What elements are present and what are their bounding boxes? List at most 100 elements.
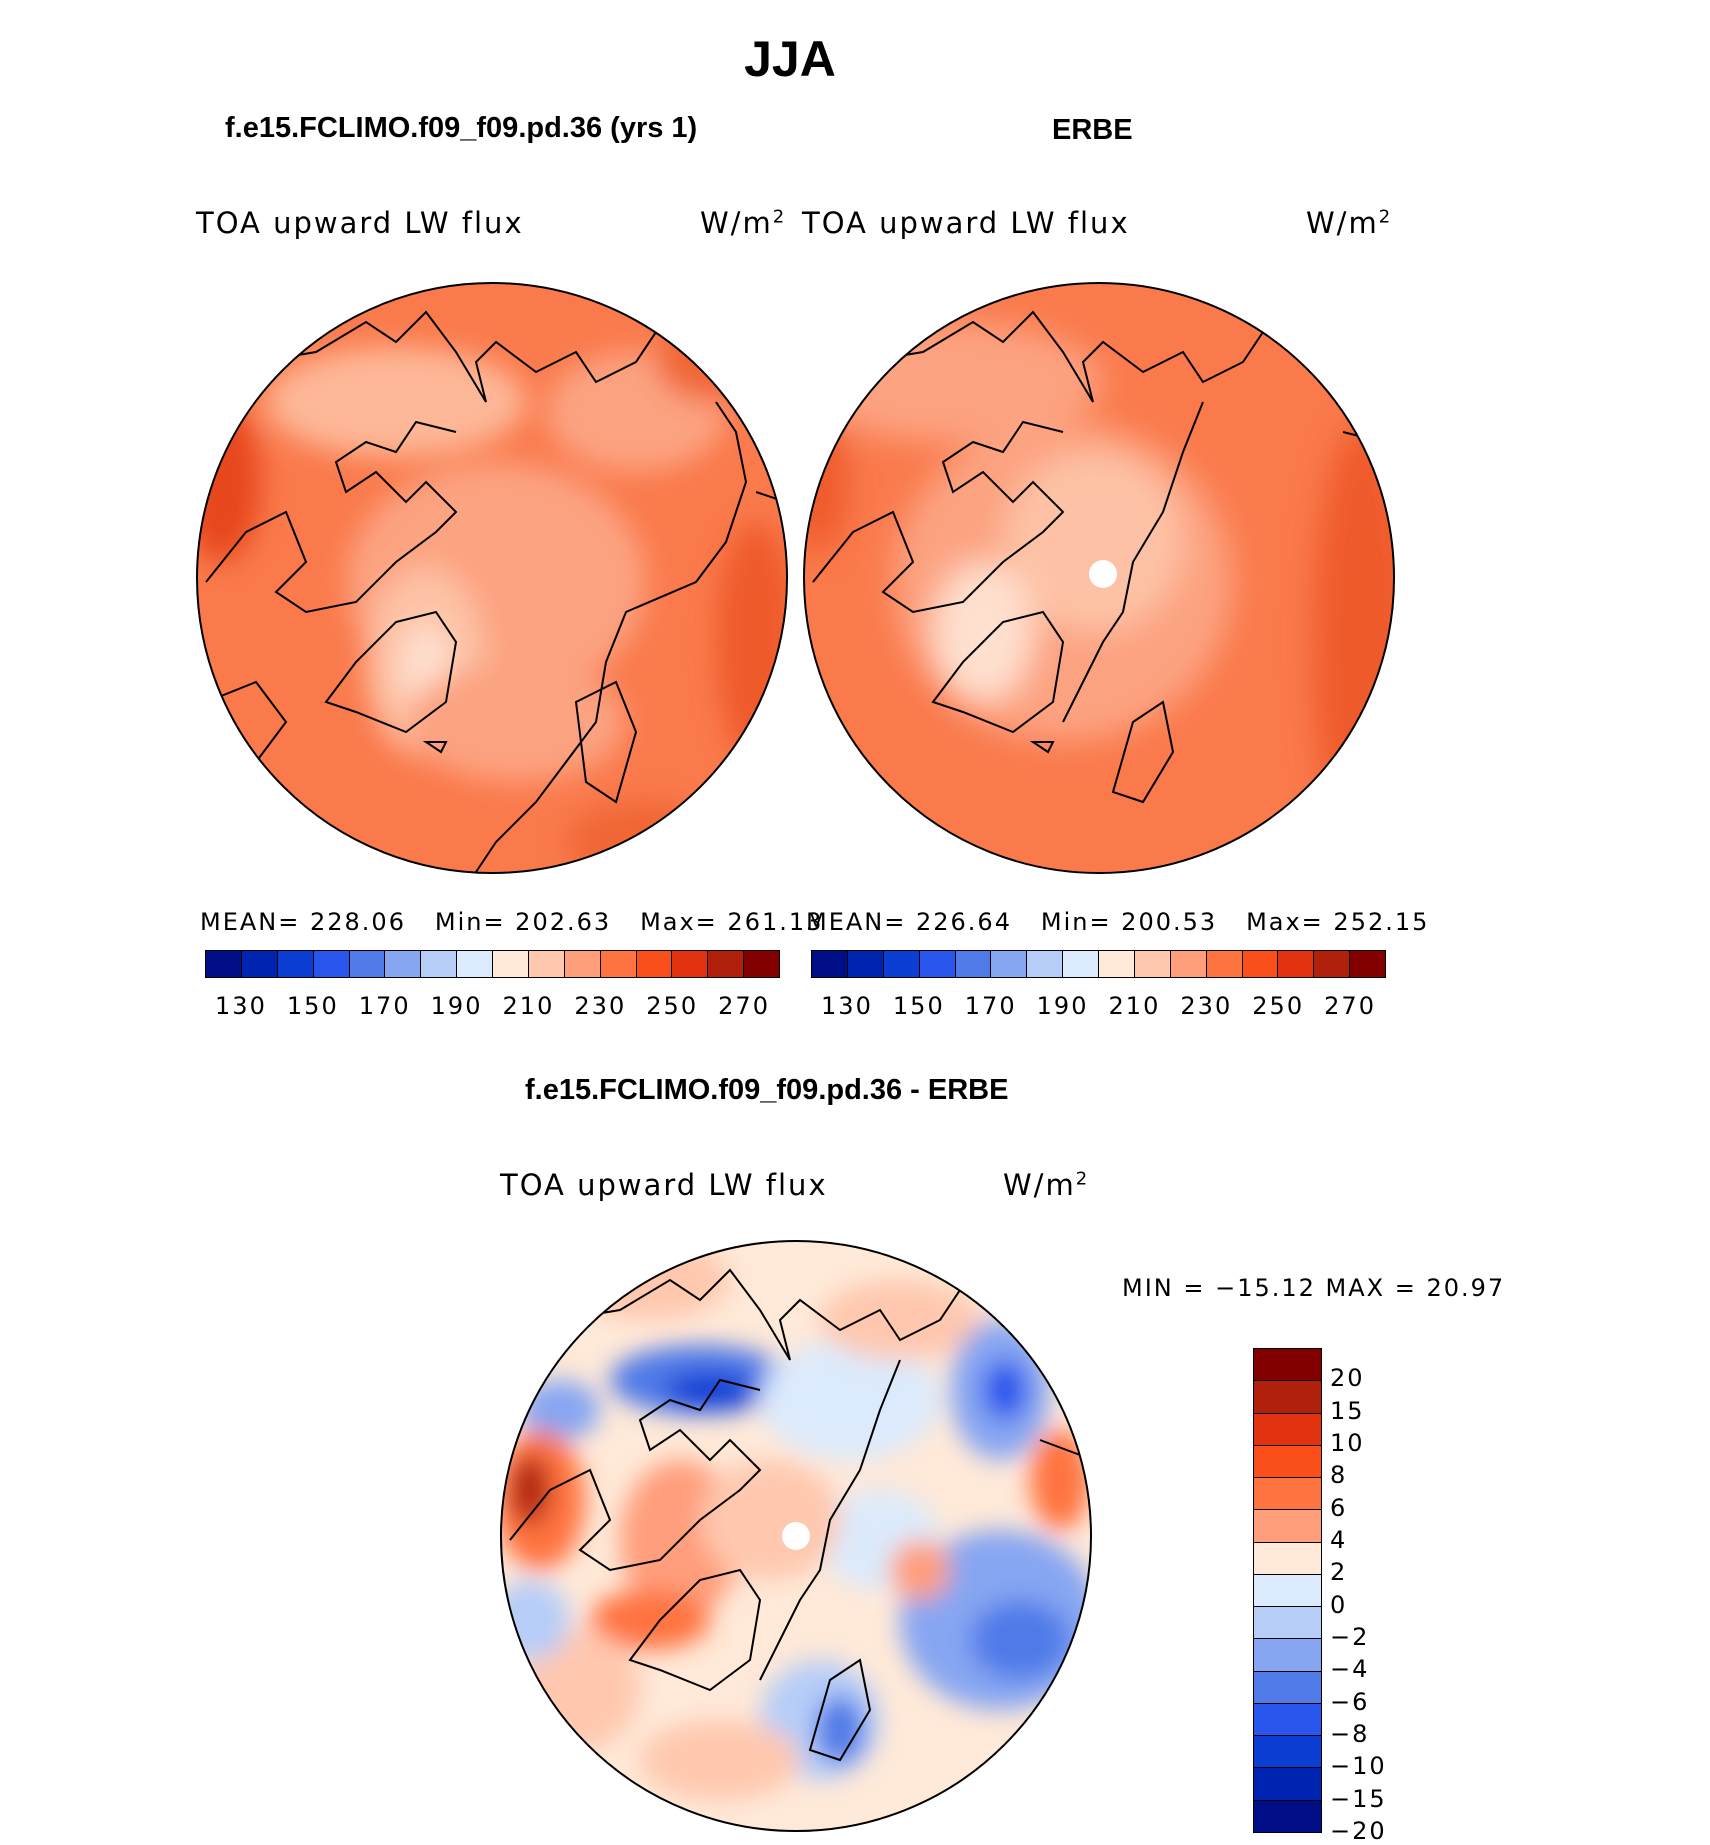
colorbar-erbe-swatch: [1170, 951, 1207, 977]
colorbar-difference-tick-label: 15: [1330, 1396, 1365, 1425]
panel-2-mean: MEAN= 226.64: [806, 908, 1012, 936]
colorbar-erbe-tick-label: 210: [1108, 992, 1161, 1020]
panel-1-stats: MEAN= 228.06 Min= 202.63 Max= 261.13: [200, 908, 823, 936]
colorbar-model-swatch: [277, 951, 314, 977]
colorbar-difference-tick-label: −4: [1330, 1655, 1370, 1684]
colorbar-difference-swatch: [1254, 1736, 1321, 1769]
colorbar-difference-swatch: [1254, 1574, 1321, 1608]
diff-panel-title: f.e15.FCLIMO.f09_f09.pd.36 - ERBE: [525, 1074, 1009, 1106]
colorbar-model-swatch: [528, 951, 565, 977]
map-erbe-polar: [803, 282, 1395, 874]
colorbar-model-swatch: [313, 951, 350, 977]
colorbar-model-ticks: 130 150 170 190 210 230 250 270: [205, 992, 780, 1022]
colorbar-model-swatch: [564, 951, 601, 977]
colorbar-erbe-tick-label: 190: [1036, 992, 1089, 1020]
colorbar-model-swatch: [421, 951, 458, 977]
colorbar-erbe-swatch: [991, 951, 1028, 977]
colorbar-model-swatch: [708, 951, 745, 977]
colorbar-erbe-tick-label: 150: [892, 992, 945, 1020]
colorbar-erbe-swatch: [812, 951, 848, 977]
panel-2-units-label: W/m2: [1306, 206, 1393, 240]
colorbar-erbe-swatch: [1134, 951, 1171, 977]
colorbar-difference-tick-label: 4: [1330, 1526, 1348, 1554]
colorbar-model-tick-label: 170: [358, 992, 411, 1020]
colorbar-erbe-swatch: [1099, 951, 1135, 977]
colorbar-difference-swatch: [1254, 1445, 1321, 1479]
colorbar-model-swatch: [600, 951, 637, 977]
colorbar-erbe-swatch: [1278, 951, 1315, 977]
panel-2-min: Min= 200.53: [1040, 908, 1218, 936]
colorbar-difference: [1253, 1348, 1322, 1833]
colorbar-model-tick-label: 190: [430, 992, 483, 1020]
colorbar-difference-tick-label: −20: [1330, 1817, 1387, 1845]
colorbar-erbe-swatch: [1027, 951, 1064, 977]
colorbar-erbe-tick-label: 230: [1180, 992, 1233, 1020]
colorbar-model-swatch: [672, 951, 709, 977]
diff-panel-variable-label: TOA upward LW flux: [500, 1168, 828, 1202]
colorbar-model-swatch: [493, 951, 529, 977]
colorbar-difference-swatch: [1254, 1607, 1321, 1640]
colorbar-difference-tick-label: 2: [1330, 1558, 1348, 1587]
colorbar-erbe-swatch: [847, 951, 884, 977]
colorbar-difference-swatch: [1254, 1413, 1321, 1446]
panel-2-title: ERBE: [1052, 114, 1133, 146]
colorbar-difference-swatch: [1254, 1703, 1321, 1737]
colorbar-difference-tick-label: −8: [1330, 1720, 1370, 1748]
colorbar-difference-tick-label: −2: [1330, 1623, 1370, 1651]
colorbar-difference-swatch: [1254, 1381, 1321, 1414]
colorbar-model-swatch: [385, 951, 422, 977]
colorbar-difference-swatch: [1254, 1639, 1321, 1672]
panel-1-mean: MEAN= 228.06: [200, 908, 406, 936]
colorbar-difference-tick-label: −6: [1330, 1687, 1370, 1716]
colorbar-erbe-swatch: [919, 951, 956, 977]
panel-2-stats: MEAN= 226.64 Min= 200.53 Max= 252.15: [806, 908, 1429, 936]
colorbar-difference-tick-label: 10: [1330, 1429, 1365, 1457]
colorbar-erbe-swatch: [1242, 951, 1279, 977]
panel-1-title: f.e15.FCLIMO.f09_f09.pd.36 (yrs 1): [225, 112, 698, 144]
colorbar-model-tick-label: 130: [215, 992, 267, 1020]
colorbar-difference-swatch: [1254, 1800, 1321, 1832]
colorbar-difference-swatch: [1254, 1542, 1321, 1575]
panel-1-max: Max= 261.13: [640, 908, 824, 936]
colorbar-erbe-swatch: [1063, 951, 1099, 977]
main-title: JJA: [744, 31, 836, 87]
colorbar-model-swatch: [349, 951, 386, 977]
colorbar-erbe-tick-label: 170: [964, 992, 1017, 1020]
colorbar-model-tick-label: 230: [574, 992, 627, 1020]
colorbar-erbe-swatch: [1206, 951, 1243, 977]
panel-1-units-label: W/m2: [700, 206, 787, 240]
panel-2-variable-label: TOA upward LW flux: [802, 206, 1130, 240]
colorbar-erbe-swatch: [883, 951, 920, 977]
colorbar-erbe: [811, 950, 1386, 978]
colorbar-difference-swatch: [1254, 1478, 1321, 1511]
map-model-polar: [196, 282, 788, 874]
colorbar-erbe-tick-label: 270: [1324, 992, 1376, 1020]
colorbar-difference-tick-label: −15: [1330, 1784, 1387, 1813]
map-difference-polar: [500, 1240, 1092, 1832]
colorbar-difference-tick-label: 6: [1330, 1493, 1348, 1522]
colorbar-model-swatch: [744, 951, 779, 977]
panel-1-min: Min= 202.63: [434, 908, 612, 936]
colorbar-difference-swatch: [1254, 1349, 1321, 1382]
colorbar-difference-tick-label: −10: [1330, 1752, 1387, 1781]
colorbar-model-swatch: [457, 951, 493, 977]
colorbar-erbe-tick-label: 130: [821, 992, 873, 1020]
diff-panel-units-label: W/m2: [1003, 1168, 1090, 1202]
panel-2-max: Max= 252.15: [1246, 908, 1430, 936]
colorbar-difference-swatch: [1254, 1510, 1321, 1543]
diff-minmax: MIN = −15.12 MAX = 20.97: [1122, 1274, 1506, 1302]
colorbar-erbe-swatch: [1350, 951, 1385, 977]
colorbar-difference-tick-label: 0: [1330, 1590, 1348, 1619]
colorbar-erbe-ticks: 130 150 170 190 210 230 250 270: [811, 992, 1386, 1022]
colorbar-difference-swatch: [1254, 1768, 1321, 1801]
colorbar-model-tick-label: 210: [502, 992, 555, 1020]
colorbar-model-tick-label: 250: [646, 992, 699, 1020]
colorbar-model-tick-label: 150: [286, 992, 339, 1020]
colorbar-model-swatch: [636, 951, 673, 977]
colorbar-model-swatch: [241, 951, 278, 977]
colorbar-erbe-swatch: [1314, 951, 1351, 977]
colorbar-erbe-swatch: [955, 951, 992, 977]
colorbar-model-swatch: [206, 951, 242, 977]
colorbar-model: [205, 950, 780, 978]
colorbar-difference-tick-label: 20: [1330, 1364, 1365, 1393]
